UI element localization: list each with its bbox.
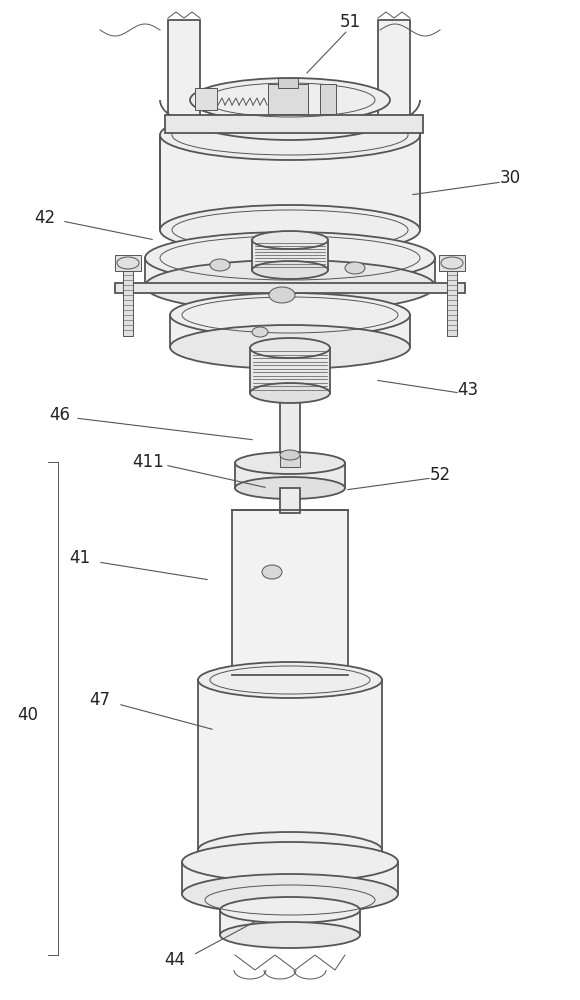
Ellipse shape [235,452,345,474]
Bar [145,258,435,286]
Text: 44: 44 [165,951,186,969]
Bar [250,348,330,393]
Ellipse shape [345,262,365,274]
Text: 30: 30 [499,169,521,187]
Bar [320,84,336,114]
Ellipse shape [182,874,398,914]
Bar [115,283,465,293]
Bar [280,488,300,513]
Ellipse shape [170,325,410,369]
Bar [220,910,360,935]
Text: 42: 42 [34,209,56,227]
Text: 41: 41 [70,549,90,567]
Text: 46: 46 [49,406,71,424]
Ellipse shape [182,842,398,882]
Ellipse shape [190,78,390,122]
Ellipse shape [252,231,328,249]
Ellipse shape [198,662,382,698]
Text: 411: 411 [132,453,164,471]
Ellipse shape [262,565,282,579]
Ellipse shape [220,897,360,923]
Bar [378,20,410,150]
Ellipse shape [252,327,268,337]
Ellipse shape [250,338,330,358]
Ellipse shape [170,293,410,337]
Bar [252,240,328,270]
Ellipse shape [198,832,382,868]
Ellipse shape [269,287,295,303]
Bar [195,88,217,110]
Ellipse shape [252,261,328,279]
Bar [170,315,410,347]
Ellipse shape [235,477,345,499]
Bar [232,510,348,675]
Text: 43: 43 [458,381,478,399]
Ellipse shape [160,205,420,255]
Bar [182,862,398,894]
Bar [168,20,200,150]
Bar [165,115,423,133]
Bar [198,680,382,850]
Bar [115,255,141,271]
Bar [439,255,465,271]
Ellipse shape [280,450,300,460]
Bar [268,84,308,114]
Ellipse shape [220,922,360,948]
Bar [447,271,457,336]
Text: 51: 51 [339,13,361,31]
Bar [280,393,300,463]
Ellipse shape [250,383,330,403]
Ellipse shape [210,259,230,271]
Bar [160,135,420,230]
Ellipse shape [145,260,435,312]
Ellipse shape [160,110,420,160]
Text: 47: 47 [89,691,111,709]
Bar [235,463,345,488]
Bar [278,78,298,88]
Text: 52: 52 [429,466,451,484]
Bar [280,455,300,467]
Ellipse shape [145,232,435,284]
Bar [123,271,133,336]
Text: 40: 40 [17,706,38,724]
